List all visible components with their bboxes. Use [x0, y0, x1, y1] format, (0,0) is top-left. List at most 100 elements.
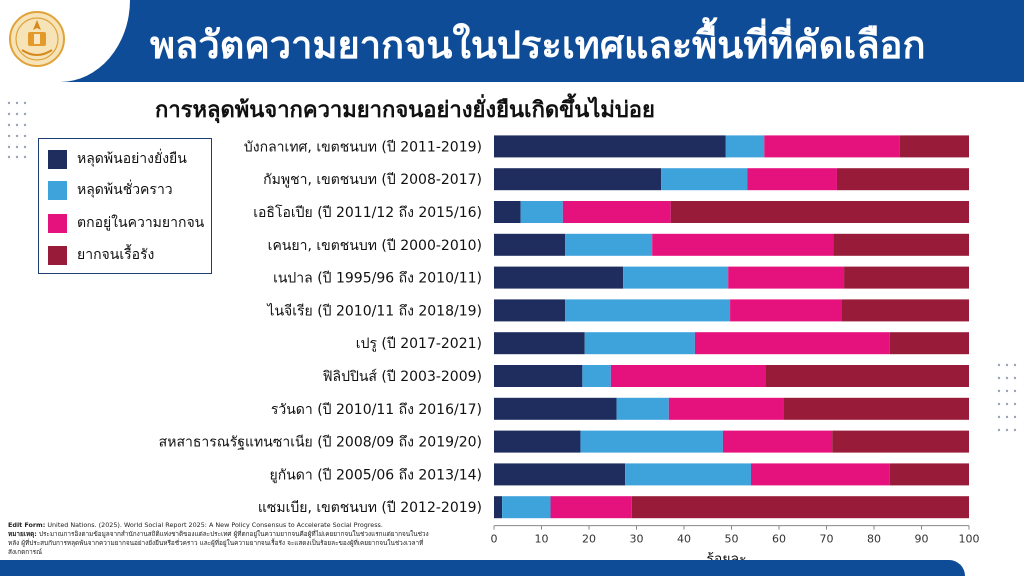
legend-label: หลุดพ้นชั่วคราว [77, 182, 173, 198]
bar-segment [832, 430, 969, 453]
category-label: ยูกันดา (ปี 2005/06 ถึง 2013/14) [270, 467, 482, 483]
bar-segment [494, 201, 521, 223]
bar-segment [747, 168, 837, 191]
category-label: เปรู (ปี 2017-2021) [356, 336, 482, 352]
bar-segment [899, 135, 969, 158]
legend-swatch [48, 245, 67, 265]
legend-item-fell-into-poverty: ตกอยู่ในความยากจน [48, 213, 204, 233]
note-line: หมายเหตุ: ประมาณการอิงตามข้อมูลจากสำนักง… [8, 530, 438, 557]
legend-item-chronic-poverty: ยากจนเรื้อรัง [48, 245, 154, 265]
bar-segment [765, 365, 969, 387]
legend-label: ตกอยู่ในความยากจน [77, 215, 205, 231]
category-label: สหสาธารณรัฐแทนซาเนีย (ปี 2008/09 ถึง 201… [159, 435, 482, 451]
bar-segment [580, 430, 723, 453]
decorative-dots-right-icon [997, 363, 1017, 432]
bar-segment [750, 463, 890, 486]
category-label: เคนยา, เขตชนบท (ปี 2000-2010) [268, 238, 482, 254]
chart-legend: หลุดพ้นอย่างยั่งยืน หลุดพ้นชั่วคราว ตกอย… [38, 138, 212, 274]
x-tick-label: 30 [630, 533, 644, 546]
bar-segment [728, 266, 845, 289]
category-label: กัมพูชา, เขตชนบท (ปี 2008-2017) [263, 172, 482, 188]
bar-segment [584, 332, 695, 355]
bar-segment [833, 233, 969, 256]
category-label: ไนจีเรีย (ปี 2010/11 ถึง 2018/19) [266, 302, 482, 319]
x-tick-label: 10 [535, 533, 549, 546]
bar-segment [494, 332, 585, 355]
bar-segment [494, 365, 583, 387]
bar-segment [668, 397, 784, 420]
bar-segment [494, 496, 503, 519]
bar-segment [623, 266, 729, 289]
x-tick-label: 50 [725, 533, 739, 546]
bar-segment [494, 397, 617, 420]
note-text: ประมาณการอิงตามข้อมูลจากสำนักงานสถิติแห่… [8, 530, 429, 556]
legend-swatch [48, 213, 67, 233]
stacked-bar-chart: บังกลาเทศ, เขตชนบท (ปี 2011-2019) กัมพูชา… [159, 135, 980, 560]
category-label: รวันดา (ปี 2010/11 ถึง 2016/17) [271, 402, 482, 418]
bar-segment [722, 430, 833, 453]
category-label: ฟิลิปปินส์ (ปี 2003-2009) [323, 368, 482, 385]
bar-segment [565, 299, 731, 322]
x-tick-label: 100 [959, 533, 980, 546]
source-label: Edit Form: [8, 521, 46, 529]
bar-segment [562, 201, 671, 223]
bar-segment [582, 365, 611, 387]
bar-segment [694, 332, 890, 355]
bar-segment [502, 496, 551, 519]
x-tick-label: 80 [867, 533, 881, 546]
decorative-dots-icon [7, 101, 27, 159]
bar-segment [494, 299, 566, 322]
header-banner: พลวัตความยากจนในประเทศและพื้นที่ที่คัดเล… [0, 0, 1024, 82]
category-label: แซมเบีย, เขตชนบท (ปี 2012-2019) [258, 500, 482, 516]
bar-segment [494, 463, 626, 486]
x-axis-label: ร้อยละ [706, 552, 746, 560]
note-label: หมายเหตุ: [8, 530, 37, 538]
x-tick-label: 70 [820, 533, 834, 546]
bar-segment [494, 233, 566, 256]
x-tick-label: 20 [582, 533, 596, 546]
source-text: United Nations. (2025). World Social Rep… [45, 521, 383, 529]
bar-segment [889, 332, 969, 355]
x-tick-label: 0 [491, 533, 498, 546]
bar-segment [836, 168, 969, 191]
bar-segment [625, 463, 751, 486]
bar-segment [610, 365, 766, 387]
legend-item-sustained-exit: หลุดพ้นอย่างยั่งยืน [48, 149, 187, 169]
legend-label: หลุดพ้นอย่างยั่งยืน [77, 151, 187, 167]
category-label: เนปาล (ปี 1995/96 ถึง 2010/11) [273, 271, 482, 287]
category-label: บังกลาเทศ, เขตชนบท (ปี 2011-2019) [244, 139, 482, 155]
bar-segment [764, 135, 900, 158]
bar-segment [616, 397, 669, 420]
bar-segment [565, 233, 653, 256]
legend-item-temporary-exit: หลุดพ้นชั่วคราว [48, 180, 173, 200]
bar-segment [550, 496, 632, 519]
bar-segment [494, 168, 662, 191]
bar-segment [652, 233, 834, 256]
bar-segment [494, 135, 726, 158]
bar-segment [631, 496, 969, 519]
category-label: เอธิโอเปีย (ปี 2011/12 ถึง 2015/16) [253, 204, 482, 221]
x-tick-label: 40 [677, 533, 691, 546]
legend-label: ยากจนเรื้อรัง [77, 247, 155, 263]
footer-bar [0, 560, 965, 576]
x-tick-label: 90 [915, 533, 929, 546]
source-line: Edit Form: United Nations. (2025). World… [8, 521, 438, 530]
footnote: Edit Form: United Nations. (2025). World… [8, 521, 438, 557]
page-title: พลวัตความยากจนในประเทศและพื้นที่ที่คัดเล… [150, 23, 926, 67]
bar-segment [841, 299, 969, 322]
bar-segment [844, 266, 969, 289]
bar-segment [494, 430, 581, 453]
x-tick-label: 60 [772, 533, 786, 546]
bar-segment [889, 463, 969, 486]
chart-title: การหลุดพ้นจากความยากจนอย่างยั่งยืนเกิดขึ… [155, 98, 655, 123]
agency-emblem-icon [9, 11, 65, 67]
bar-segment [520, 201, 563, 223]
bar-segment [725, 135, 765, 158]
bar-segment [783, 397, 969, 420]
bar-segment [494, 266, 624, 289]
bar-segment [730, 299, 842, 322]
legend-swatch [48, 180, 67, 200]
legend-swatch [48, 149, 67, 169]
bar-segment [661, 168, 748, 191]
header-background [0, 0, 1024, 82]
